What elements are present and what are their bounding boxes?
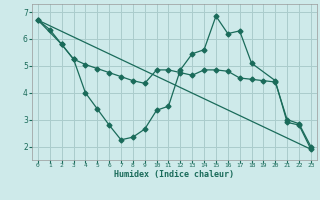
X-axis label: Humidex (Indice chaleur): Humidex (Indice chaleur) xyxy=(115,170,234,179)
